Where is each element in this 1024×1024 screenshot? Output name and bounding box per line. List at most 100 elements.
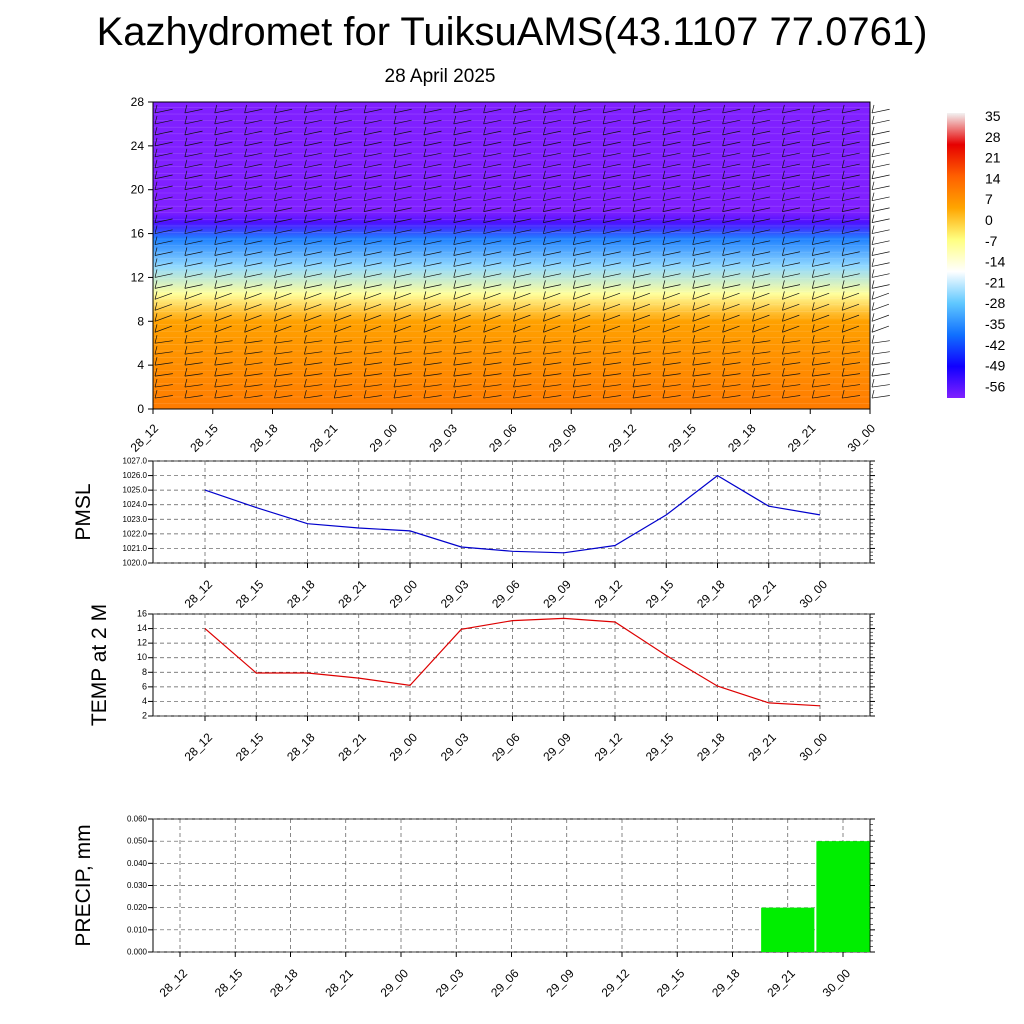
wind-barb [304, 292, 322, 300]
y-axis-label: PMSL [72, 483, 95, 540]
heatmap-y-tick-label: 28 [131, 95, 145, 109]
wind-barb-feather [602, 357, 606, 366]
wind-barb-feather [841, 291, 845, 300]
wind-barb [304, 108, 323, 114]
wind-barb [244, 284, 263, 289]
wind-barb [393, 395, 412, 399]
wind-barb-feather [483, 280, 486, 289]
wind-barb [692, 130, 711, 136]
wind-barb-feather [184, 203, 188, 212]
x-tick-label: 28_15 [233, 730, 267, 764]
wind-barb [632, 262, 651, 267]
wind-barb [244, 240, 263, 245]
wind-barb [782, 303, 800, 311]
wind-barb-feather [214, 225, 218, 234]
wind-barb [692, 229, 711, 234]
wind-barb [543, 262, 562, 267]
wind-barb-feather [423, 247, 427, 256]
wind-barb [274, 130, 293, 136]
wind-barb-feather [304, 357, 307, 366]
wind-barb-feather [184, 115, 188, 125]
wind-barb [184, 207, 203, 212]
wind-barb [871, 325, 890, 333]
wind-barb-feather [782, 313, 785, 322]
wind-barb-feather [543, 181, 546, 190]
wind-barb-feather [274, 346, 277, 355]
wind-barb-feather [483, 269, 486, 278]
wind-barb-feather [513, 159, 516, 168]
wind-barb-feather [602, 324, 606, 333]
wind-barb-feather [304, 225, 307, 234]
heatmap-x-tick-label: 28_15 [187, 421, 221, 455]
wind-barb [662, 207, 681, 212]
x-tick-label: 28_18 [284, 730, 318, 764]
wind-barb-feather [543, 236, 546, 245]
wind-barb-feather [483, 137, 486, 146]
wind-barb [423, 130, 442, 136]
wind-barb-feather [662, 126, 666, 135]
wind-barb-feather [304, 368, 307, 377]
wind-barb [782, 340, 801, 344]
wind-barb [393, 351, 412, 355]
wind-barb-feather [662, 104, 666, 114]
wind-barb-feather [572, 214, 576, 223]
wind-barb [334, 362, 353, 366]
wind-barb-feather [483, 115, 486, 125]
wind-barb-feather [214, 115, 218, 125]
wind-barb-feather [154, 291, 158, 300]
wind-barb [722, 314, 740, 322]
wind-barb-feather [692, 368, 696, 377]
colorbar-label: -14 [985, 254, 1005, 270]
wind-barb [184, 130, 203, 136]
wind-barb [453, 325, 471, 333]
wind-barb-feather [304, 115, 307, 125]
wind-barb-feather [244, 148, 247, 157]
wind-barb [752, 163, 771, 169]
wind-barb-feather [662, 269, 666, 278]
wind-barb [871, 251, 890, 256]
wind-barb [842, 303, 860, 311]
wind-barb-feather [841, 269, 845, 278]
wind-barb [692, 340, 711, 344]
wind-barb-feather [423, 280, 427, 289]
wind-barb [513, 108, 532, 114]
wind-barb-feather [543, 148, 546, 157]
wind-barb-feather [632, 148, 636, 157]
wind-barb [483, 314, 501, 322]
wind-barb-feather [752, 368, 755, 377]
wind-barb-feather [214, 203, 218, 212]
wind-barb [543, 284, 562, 289]
wind-barb-feather [333, 225, 337, 234]
wind-barb [722, 351, 741, 355]
wind-barb-feather [543, 115, 546, 125]
wind-barb-feather [572, 181, 576, 190]
y-tick-label: 0.020 [127, 903, 148, 912]
wind-barb [812, 152, 830, 158]
wind-barb [722, 229, 741, 234]
wind-barb-feather [244, 378, 247, 388]
wind-barb-feather [752, 247, 755, 256]
wind-barb [603, 384, 621, 388]
wind-barb-feather [572, 236, 576, 245]
wind-barb-feather [244, 368, 247, 377]
wind-barb [692, 284, 711, 289]
wind-barb [304, 185, 323, 191]
wind-barb-feather [184, 357, 188, 366]
wind-barb-feather [304, 313, 307, 322]
wind-barb [393, 273, 412, 278]
wind-barb [334, 384, 353, 388]
wind-barb-feather [543, 192, 546, 201]
wind-barb-feather [871, 302, 875, 311]
wind-barb-feather [811, 291, 815, 300]
wind-barb [393, 373, 412, 377]
wind-barb [483, 351, 502, 355]
wind-barb-feather [871, 291, 875, 300]
chart-subtitle: 28 April 2025 [384, 66, 496, 87]
wind-barb [513, 141, 532, 147]
wind-barb-feather [752, 104, 755, 114]
wind-barb-feather [244, 324, 247, 333]
wind-barb [453, 218, 472, 223]
heatmap-y-tick-label: 4 [137, 358, 144, 372]
wind-barb [513, 340, 532, 344]
y-tick-label: 0.040 [127, 859, 148, 868]
